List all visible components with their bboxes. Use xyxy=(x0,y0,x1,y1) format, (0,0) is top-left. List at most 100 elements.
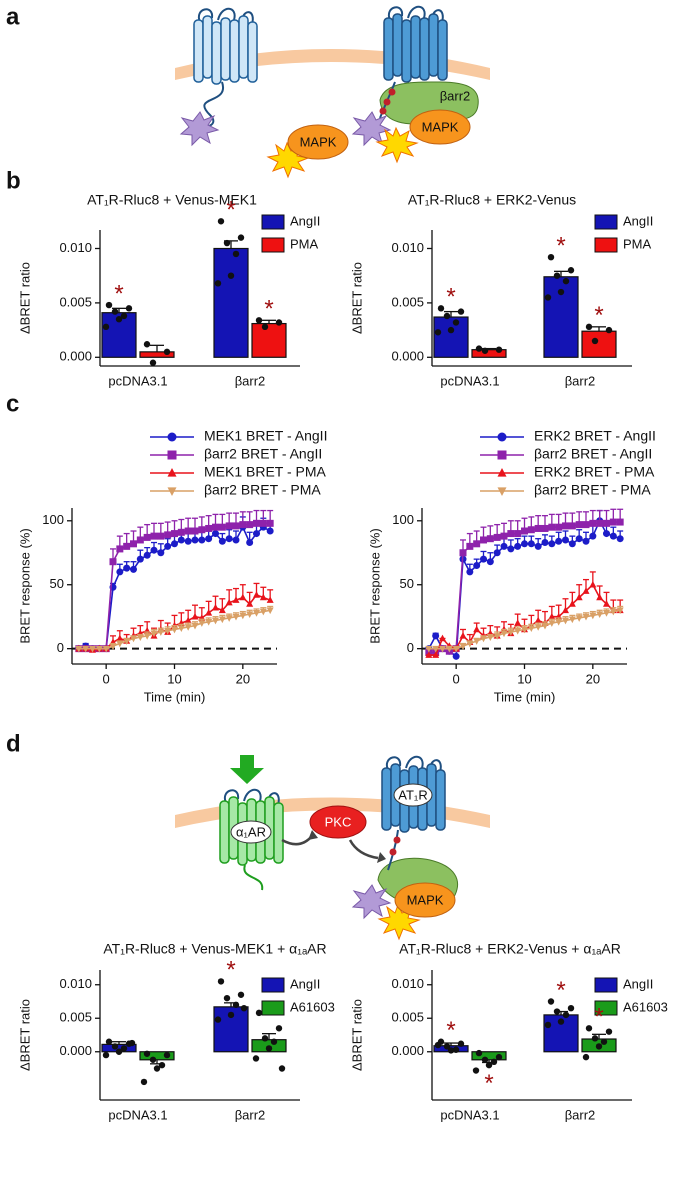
marker xyxy=(167,450,177,460)
data-point xyxy=(490,1058,498,1066)
y-tick-label: 50 xyxy=(400,576,414,591)
mapk xyxy=(394,882,456,918)
significance: * xyxy=(556,233,565,260)
data-point xyxy=(111,308,119,315)
marker xyxy=(609,608,617,616)
marker xyxy=(259,608,267,616)
marker xyxy=(541,524,549,532)
marker xyxy=(266,527,274,535)
data-point xyxy=(605,1028,613,1035)
marker xyxy=(459,549,467,557)
marker xyxy=(157,549,165,557)
marker xyxy=(116,545,124,553)
marker xyxy=(603,530,610,538)
legend-label: AngII xyxy=(290,976,320,991)
marker xyxy=(205,535,213,543)
y-tick-label: 0.000 xyxy=(59,349,92,364)
marker xyxy=(432,632,440,640)
legend-label: βarr2 BRET - PMA xyxy=(204,482,321,498)
marker xyxy=(497,487,507,496)
data-point xyxy=(140,1078,148,1086)
marker xyxy=(232,596,240,603)
marker xyxy=(575,593,583,601)
marker xyxy=(582,537,590,545)
legend-label: βarr2 BRET - PMA xyxy=(534,482,651,498)
data-point xyxy=(585,1025,593,1032)
marker xyxy=(507,530,515,538)
marker xyxy=(218,523,226,531)
marker xyxy=(259,593,267,601)
marker xyxy=(439,634,446,642)
marker xyxy=(486,634,494,641)
legend-label: AngII xyxy=(623,213,653,228)
marker xyxy=(425,645,433,653)
marker xyxy=(500,532,508,540)
marker xyxy=(466,568,474,576)
data-point xyxy=(240,1004,248,1012)
data-point xyxy=(237,234,245,241)
marker xyxy=(225,598,233,606)
marker xyxy=(555,537,563,545)
significance: * xyxy=(594,302,603,329)
marker xyxy=(136,555,144,563)
marker xyxy=(150,532,158,540)
marker xyxy=(432,651,440,658)
marker xyxy=(246,611,254,618)
marker xyxy=(480,635,487,643)
marker xyxy=(171,530,178,538)
y-axis-label: ΔBRET ratio xyxy=(349,262,364,334)
marker xyxy=(177,528,185,536)
data-point xyxy=(447,326,455,334)
marker xyxy=(562,536,569,544)
marker xyxy=(452,645,460,653)
data-point xyxy=(475,345,483,352)
marker xyxy=(473,638,481,645)
marker xyxy=(589,612,597,620)
data-point xyxy=(595,1043,603,1050)
diagram-a: MAPK βarr2 MAPK xyxy=(175,5,490,179)
marker xyxy=(89,645,96,653)
marker xyxy=(596,519,604,527)
x-tick-label: 10 xyxy=(167,671,181,686)
y-tick-label: 0.010 xyxy=(59,976,92,991)
data-point xyxy=(434,329,442,336)
data-point xyxy=(553,1008,561,1015)
data-point xyxy=(443,312,451,320)
panel-letter: b xyxy=(6,167,21,194)
data-point xyxy=(143,1050,151,1057)
marker xyxy=(143,633,151,640)
marker xyxy=(123,638,131,645)
significance: * xyxy=(226,197,235,224)
significance: * xyxy=(594,1004,603,1031)
data-point xyxy=(102,1051,110,1059)
data-point xyxy=(120,1045,128,1052)
data-point xyxy=(605,326,613,334)
data-point xyxy=(232,250,240,258)
arrowhead xyxy=(308,830,318,840)
data-point xyxy=(115,316,123,323)
bar xyxy=(543,1014,579,1053)
marker xyxy=(562,606,569,614)
marker xyxy=(575,615,583,622)
marker xyxy=(75,645,83,653)
x-tick-label: pcDNA3.1 xyxy=(440,373,499,388)
y-tick-label: 0.010 xyxy=(391,976,424,991)
legend-label: MEK1 BRET - AngII xyxy=(204,428,327,444)
marker xyxy=(609,532,617,540)
marker xyxy=(596,611,604,618)
phospho-site xyxy=(383,98,391,106)
marker xyxy=(157,532,165,540)
data-point xyxy=(452,1046,460,1053)
marker xyxy=(432,645,440,653)
marker xyxy=(130,565,137,573)
data-point xyxy=(102,323,110,331)
bar xyxy=(213,1006,249,1053)
data-point xyxy=(105,301,113,309)
marker xyxy=(596,593,604,601)
marker xyxy=(167,468,177,477)
legend-swatch xyxy=(261,1000,285,1016)
y-tick-label: 50 xyxy=(50,576,64,591)
arrestin-label: βarr2 xyxy=(440,88,471,103)
legend-label: βarr2 BRET - AngII xyxy=(204,446,322,462)
marker xyxy=(589,532,597,540)
